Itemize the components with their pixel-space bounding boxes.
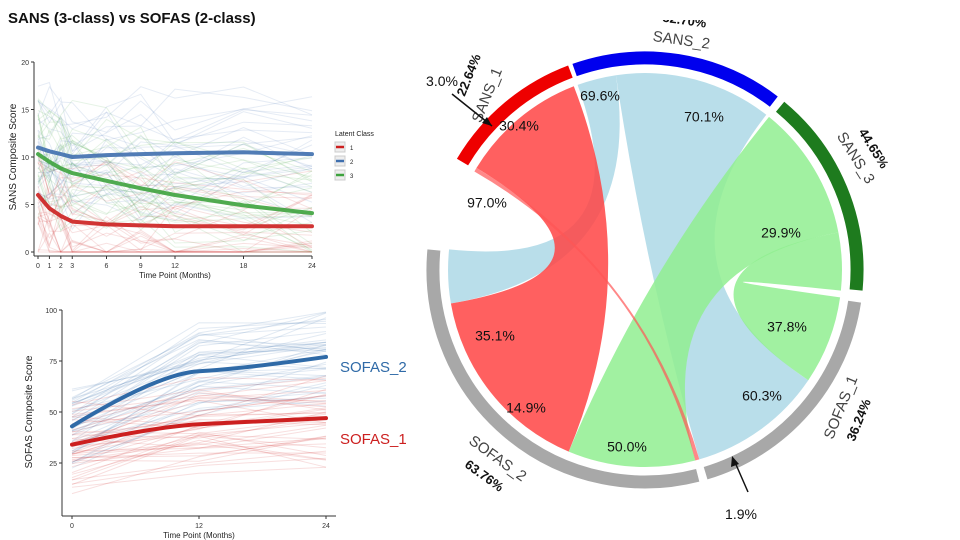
flow-label: 14.9% (506, 400, 546, 416)
x-axis-label: Time Point (Months) (139, 271, 211, 280)
y-axis-label: SOFAS Composite Score (24, 355, 35, 468)
x-tick-label: 12 (195, 523, 203, 530)
y-tick-label: 10 (21, 155, 29, 162)
y-tick-label: 50 (49, 410, 57, 417)
flow-label: 50.0% (607, 439, 647, 455)
series-label-SOFAS_2: SOFAS_2 (340, 359, 407, 376)
flow-label: 35.1% (475, 328, 515, 344)
group-label-SANS_2: SANS_2 (652, 28, 711, 53)
y-tick-label: 20 (21, 60, 29, 67)
callout-label-3pct: 3.0% (426, 73, 458, 89)
x-tick-label: 12 (171, 263, 179, 270)
y-tick-label: 75 (49, 359, 57, 366)
sofas-trajectory-chart: 0 12 24 25 50 75 100 Time Point (Months) SOFAS C… (0, 300, 420, 540)
x-tick-label: 18 (240, 263, 248, 270)
flow-label: 97.0% (467, 195, 507, 211)
x-tick-label: 24 (308, 263, 316, 270)
legend-label: 1 (350, 146, 354, 152)
y-axis-label: SANS Composite Score (8, 103, 19, 210)
y-tick-label: 5 (25, 203, 29, 210)
legend-label: 3 (350, 174, 354, 180)
legend-title: Latent Class (335, 131, 374, 138)
flow-label: 37.8% (767, 319, 807, 335)
x-tick-label: 9 (139, 263, 143, 270)
flow-label: 70.1% (684, 109, 724, 125)
x-tick-label: 0 (70, 523, 74, 530)
flow-label: 69.6% (580, 88, 620, 104)
legend-label: 2 (350, 160, 354, 166)
y-tick-label: 15 (21, 108, 29, 115)
y-tick-label: 25 (49, 461, 57, 468)
y-tick-label: 100 (45, 308, 57, 315)
x-tick-label: 3 (70, 263, 74, 270)
x-tick-label: 2 (59, 263, 63, 270)
page-title: SANS (3-class) vs SOFAS (2-class) (8, 10, 256, 27)
x-tick-label: 0 (36, 263, 40, 270)
flow-label: 29.9% (761, 225, 801, 241)
flow-label: 60.3% (742, 388, 782, 404)
x-axis-label: Time Point (Months) (163, 531, 235, 540)
x-tick-label: 24 (322, 523, 330, 530)
individual-line (38, 101, 312, 133)
flow-label: 30.4% (499, 118, 539, 134)
x-tick-label: 6 (105, 263, 109, 270)
individual-line (72, 458, 326, 484)
x-tick-label: 1 (47, 263, 51, 270)
callout-label-1-9pct: 1.9% (725, 506, 757, 522)
individual-line (38, 110, 312, 140)
chord-diagram: SANS_122.64%SANS_232.70%SANS_344.65%SOFA… (400, 20, 960, 540)
series-label-SOFAS_1: SOFAS_1 (340, 431, 407, 448)
y-tick-label: 0 (25, 250, 29, 257)
